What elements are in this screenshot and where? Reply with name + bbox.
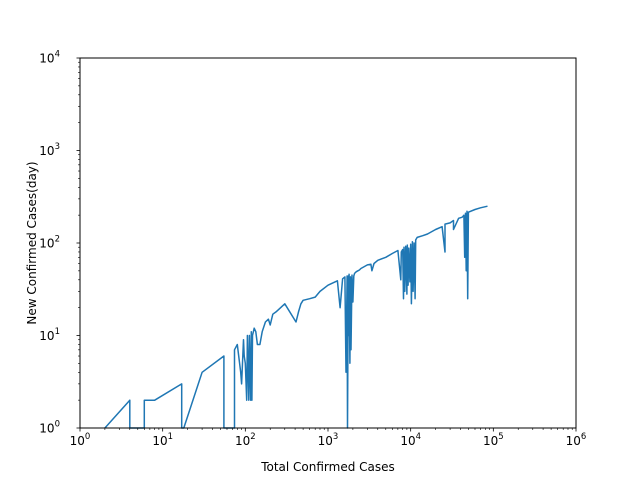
x-tick-label: 102 xyxy=(235,432,256,448)
x-tick-label: 103 xyxy=(318,432,339,448)
x-tick-label: 104 xyxy=(400,432,421,448)
y-tick-label: 100 xyxy=(39,420,60,436)
y-tick-label: 103 xyxy=(39,142,60,158)
y-axis-label: New Confirmed Cases(day) xyxy=(25,161,39,324)
x-tick-label: 106 xyxy=(566,432,587,448)
x-tick-label: 101 xyxy=(152,432,173,448)
x-tick-label: 100 xyxy=(70,432,91,448)
y-tick-label: 101 xyxy=(39,327,60,343)
axes-frame xyxy=(79,57,577,429)
y-tick-label: 104 xyxy=(39,50,60,66)
x-axis-label: Total Confirmed Cases xyxy=(260,460,395,474)
y-tick-label: 102 xyxy=(39,235,60,251)
series-line-0 xyxy=(104,205,488,429)
tick-group: 100 101 102 103 104 105 106 100 101 102 103 104 xyxy=(39,50,586,449)
series-group xyxy=(104,205,488,429)
x-tick-label: 105 xyxy=(483,432,504,448)
